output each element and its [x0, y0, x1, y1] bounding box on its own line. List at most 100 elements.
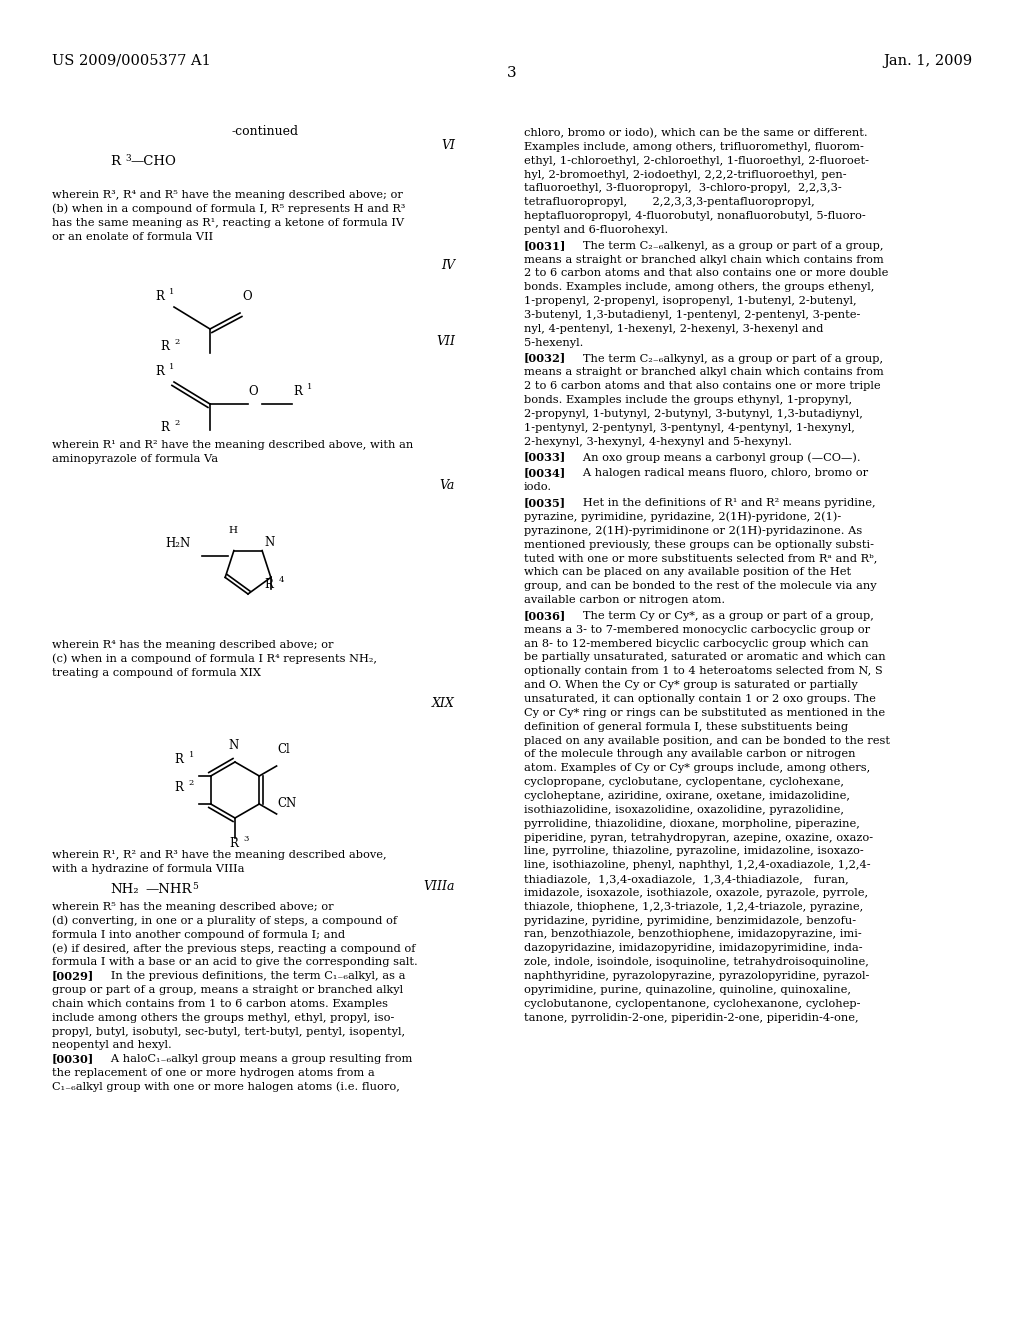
Text: O: O	[242, 290, 252, 304]
Text: of the molecule through any available carbon or nitrogen: of the molecule through any available ca…	[524, 750, 855, 759]
Text: [0033]: [0033]	[524, 451, 566, 462]
Text: definition of general formula I, these substituents being: definition of general formula I, these s…	[524, 722, 848, 731]
Text: zole, indole, isoindole, isoquinoline, tetrahydroisoquinoline,: zole, indole, isoindole, isoquinoline, t…	[524, 957, 869, 968]
Text: neopentyl and hexyl.: neopentyl and hexyl.	[52, 1040, 172, 1051]
Text: 2-hexynyl, 3-hexynyl, 4-hexynyl and 5-hexynyl.: 2-hexynyl, 3-hexynyl, 4-hexynyl and 5-he…	[524, 437, 792, 446]
Text: 1: 1	[169, 363, 174, 371]
Text: mentioned previously, these groups can be optionally substi-: mentioned previously, these groups can b…	[524, 540, 874, 549]
Text: [0035]: [0035]	[524, 498, 566, 508]
Text: Het in the definitions of R¹ and R² means pyridine,: Het in the definitions of R¹ and R² mean…	[572, 498, 876, 508]
Text: 2: 2	[188, 779, 194, 787]
Text: optionally contain from 1 to 4 heteroatoms selected from N, S: optionally contain from 1 to 4 heteroato…	[524, 667, 883, 676]
Text: propyl, butyl, isobutyl, sec-butyl, tert-butyl, pentyl, isopentyl,: propyl, butyl, isobutyl, sec-butyl, tert…	[52, 1027, 406, 1036]
Text: A haloC₁₋₆alkyl group means a group resulting from: A haloC₁₋₆alkyl group means a group resu…	[100, 1055, 413, 1064]
Text: [0030]: [0030]	[52, 1053, 94, 1064]
Text: naphthyridine, pyrazolopyrazine, pyrazolopyridine, pyrazol-: naphthyridine, pyrazolopyrazine, pyrazol…	[524, 972, 869, 981]
Text: means a straight or branched alkyl chain which contains from: means a straight or branched alkyl chain…	[524, 367, 884, 378]
Text: bonds. Examples include the groups ethynyl, 1-propynyl,: bonds. Examples include the groups ethyn…	[524, 395, 852, 405]
Text: US 2009/0005377 A1: US 2009/0005377 A1	[52, 54, 211, 69]
Text: wherein R¹ and R² have the meaning described above, with an: wherein R¹ and R² have the meaning descr…	[52, 440, 414, 450]
Text: nyl, 4-pentenyl, 1-hexenyl, 2-hexenyl, 3-hexenyl and: nyl, 4-pentenyl, 1-hexenyl, 2-hexenyl, 3…	[524, 323, 823, 334]
Text: In the previous definitions, the term C₁₋₆alkyl, as a: In the previous definitions, the term C₁…	[100, 972, 406, 981]
Text: pyrrolidine, thiazolidine, dioxane, morpholine, piperazine,: pyrrolidine, thiazolidine, dioxane, morp…	[524, 818, 860, 829]
Text: means a straight or branched alkyl chain which contains from: means a straight or branched alkyl chain…	[524, 255, 884, 264]
Text: R: R	[175, 752, 183, 766]
Text: Jan. 1, 2009: Jan. 1, 2009	[883, 54, 972, 69]
Text: unsaturated, it can optionally contain 1 or 2 oxo groups. The: unsaturated, it can optionally contain 1…	[524, 694, 876, 704]
Text: 2-propynyl, 1-butynyl, 2-butynyl, 3-butynyl, 1,3-butadiynyl,: 2-propynyl, 1-butynyl, 2-butynyl, 3-buty…	[524, 409, 863, 418]
Text: Va: Va	[439, 479, 455, 492]
Text: —CHO: —CHO	[130, 154, 176, 168]
Text: Cl: Cl	[278, 743, 291, 756]
Text: 2 to 6 carbon atoms and that also contains one or more triple: 2 to 6 carbon atoms and that also contai…	[524, 381, 881, 391]
Text: H: H	[229, 525, 238, 535]
Text: pentyl and 6-fluorohexyl.: pentyl and 6-fluorohexyl.	[524, 224, 669, 235]
Text: group, and can be bonded to the rest of the molecule via any: group, and can be bonded to the rest of …	[524, 581, 877, 591]
Text: O: O	[248, 385, 258, 399]
Text: [0029]: [0029]	[52, 970, 94, 981]
Text: chloro, bromo or iodo), which can be the same or different.: chloro, bromo or iodo), which can be the…	[524, 128, 867, 139]
Text: IV: IV	[441, 259, 455, 272]
Text: VI: VI	[441, 139, 455, 152]
Text: means a 3- to 7-membered monocyclic carbocyclic group or: means a 3- to 7-membered monocyclic carb…	[524, 624, 870, 635]
Text: R: R	[265, 578, 273, 591]
Text: placed on any available position, and can be bonded to the rest: placed on any available position, and ca…	[524, 735, 890, 746]
Text: heptafluoropropyl, 4-fluorobutyl, nonafluorobutyl, 5-fluoro-: heptafluoropropyl, 4-fluorobutyl, nonafl…	[524, 211, 865, 220]
Text: 2: 2	[174, 338, 179, 346]
Text: hyl, 2-bromoethyl, 2-iodoethyl, 2,2,2-trifluoroethyl, pen-: hyl, 2-bromoethyl, 2-iodoethyl, 2,2,2-tr…	[524, 169, 847, 180]
Text: (c) when in a compound of formula I R⁴ represents NH₂,: (c) when in a compound of formula I R⁴ r…	[52, 653, 377, 664]
Text: The term Cy or Cy*, as a group or part of a group,: The term Cy or Cy*, as a group or part o…	[572, 611, 873, 620]
Text: group or part of a group, means a straight or branched alkyl: group or part of a group, means a straig…	[52, 985, 403, 995]
Text: tetrafluoropropyl,       2,2,3,3,3-pentafluoropropyl,: tetrafluoropropyl, 2,2,3,3,3-pentafluoro…	[524, 197, 815, 207]
Text: 3: 3	[243, 836, 249, 843]
Text: and O. When the Cy or Cy* group is saturated or partially: and O. When the Cy or Cy* group is satur…	[524, 680, 858, 690]
Text: C₁₋₆alkyl group with one or more halogen atoms (i.e. fluoro,: C₁₋₆alkyl group with one or more halogen…	[52, 1081, 400, 1092]
Text: R: R	[293, 385, 302, 399]
Text: 5: 5	[193, 882, 198, 891]
Text: include among others the groups methyl, ethyl, propyl, iso-: include among others the groups methyl, …	[52, 1012, 394, 1023]
Text: An oxo group means a carbonyl group (—CO—).: An oxo group means a carbonyl group (—CO…	[572, 451, 860, 462]
Text: ran, benzothiazole, benzothiophene, imidazopyrazine, imi-: ran, benzothiazole, benzothiophene, imid…	[524, 929, 862, 940]
Text: 1-propenyl, 2-propenyl, isopropenyl, 1-butenyl, 2-butenyl,: 1-propenyl, 2-propenyl, isopropenyl, 1-b…	[524, 296, 857, 306]
Text: be partially unsaturated, saturated or aromatic and which can: be partially unsaturated, saturated or a…	[524, 652, 886, 663]
Text: line, isothiazoline, phenyl, naphthyl, 1,2,4-oxadiazole, 1,2,4-: line, isothiazoline, phenyl, naphthyl, 1…	[524, 861, 870, 870]
Text: CN: CN	[278, 797, 297, 810]
Text: XIX: XIX	[432, 697, 455, 710]
Text: opyrimidine, purine, quinazoline, quinoline, quinoxaline,: opyrimidine, purine, quinazoline, quinol…	[524, 985, 851, 995]
Text: wherein R³, R⁴ and R⁵ have the meaning described above; or: wherein R³, R⁴ and R⁵ have the meaning d…	[52, 190, 402, 201]
Text: VII: VII	[436, 335, 455, 348]
Text: VIIIa: VIIIa	[424, 880, 455, 894]
Text: R: R	[160, 421, 169, 434]
Text: ethyl, 1-chloroethyl, 2-chloroethyl, 1-fluoroethyl, 2-fluoroet-: ethyl, 1-chloroethyl, 2-chloroethyl, 1-f…	[524, 156, 869, 166]
Text: the replacement of one or more hydrogen atoms from a: the replacement of one or more hydrogen …	[52, 1068, 375, 1078]
Text: tuted with one or more substituents selected from Rᵃ and Rᵇ,: tuted with one or more substituents sele…	[524, 553, 878, 564]
Text: The term C₂₋₆alkynyl, as a group or part of a group,: The term C₂₋₆alkynyl, as a group or part…	[572, 354, 883, 363]
Text: R: R	[175, 781, 183, 795]
Text: NH₂: NH₂	[110, 883, 138, 896]
Text: atom. Examples of Cy or Cy* groups include, among others,: atom. Examples of Cy or Cy* groups inclu…	[524, 763, 870, 774]
Text: 2: 2	[174, 418, 179, 426]
Text: line, pyrroline, thiazoline, pyrazoline, imidazoline, isoxazo-: line, pyrroline, thiazoline, pyrazoline,…	[524, 846, 864, 857]
Text: N: N	[228, 739, 239, 752]
Text: an 8- to 12-membered bicyclic carbocyclic group which can: an 8- to 12-membered bicyclic carbocycli…	[524, 639, 868, 648]
Text: wherein R⁵ has the meaning described above; or: wherein R⁵ has the meaning described abo…	[52, 902, 334, 912]
Text: 4: 4	[279, 577, 285, 585]
Text: N: N	[264, 536, 274, 549]
Text: R: R	[155, 366, 164, 378]
Text: cycloheptane, aziridine, oxirane, oxetane, imidazolidine,: cycloheptane, aziridine, oxirane, oxetan…	[524, 791, 850, 801]
Text: wherein R⁴ has the meaning described above; or: wherein R⁴ has the meaning described abo…	[52, 640, 334, 649]
Text: formula I into another compound of formula I; and: formula I into another compound of formu…	[52, 929, 345, 940]
Text: 3: 3	[507, 66, 517, 81]
Text: cyclobutanone, cyclopentanone, cyclohexanone, cyclohep-: cyclobutanone, cyclopentanone, cyclohexa…	[524, 999, 860, 1008]
Text: [0032]: [0032]	[524, 352, 566, 363]
Text: R: R	[155, 290, 164, 304]
Text: pyrazine, pyrimidine, pyridazine, 2(1H)-pyridone, 2(1)-: pyrazine, pyrimidine, pyridazine, 2(1H)-…	[524, 511, 842, 521]
Text: cyclopropane, cyclobutane, cyclopentane, cyclohexane,: cyclopropane, cyclobutane, cyclopentane,…	[524, 777, 844, 787]
Text: iodo.: iodo.	[524, 482, 552, 492]
Text: thiazole, thiophene, 1,2,3-triazole, 1,2,4-triazole, pyrazine,: thiazole, thiophene, 1,2,3-triazole, 1,2…	[524, 902, 863, 912]
Text: (e) if desired, after the previous steps, reacting a compound of: (e) if desired, after the previous steps…	[52, 942, 416, 953]
Text: [0036]: [0036]	[524, 610, 566, 620]
Text: has the same meaning as R¹, reacting a ketone of formula IV: has the same meaning as R¹, reacting a k…	[52, 218, 404, 227]
Text: 1: 1	[188, 751, 195, 759]
Text: tafluoroethyl, 3-fluoropropyl,  3-chloro-propyl,  2,2,3,3-: tafluoroethyl, 3-fluoropropyl, 3-chloro-…	[524, 183, 842, 194]
